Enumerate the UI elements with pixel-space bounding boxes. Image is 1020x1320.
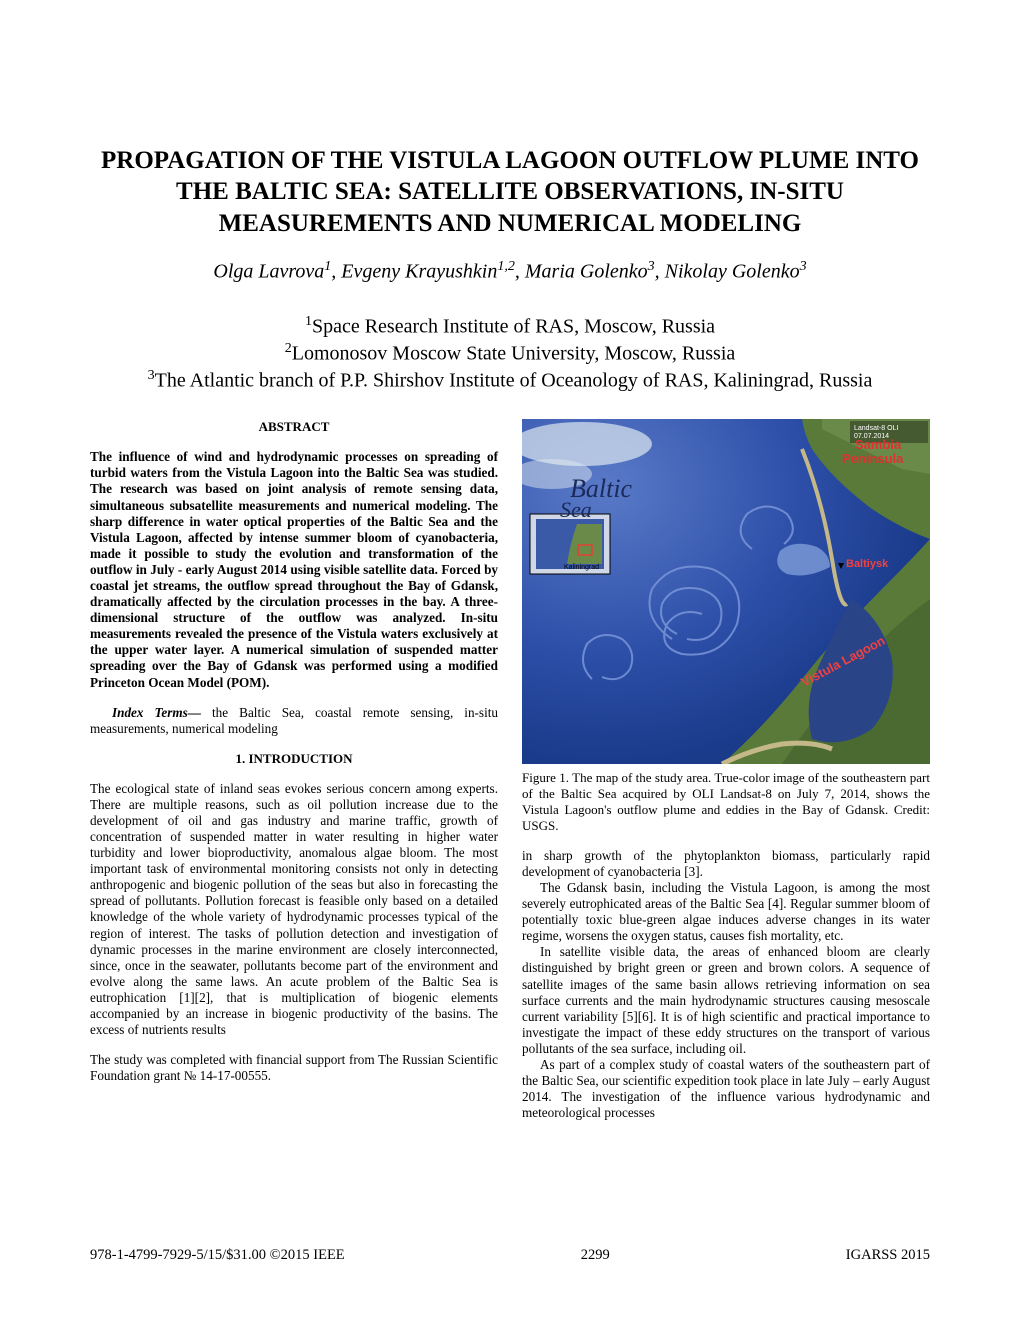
author-3: , Maria Golenko [515, 260, 648, 282]
svg-text:07.07.2014: 07.07.2014 [854, 433, 889, 440]
right-column: Baltic Sea Sambia Peninsula Baltiysk Vis… [522, 419, 930, 1121]
author-3-sup: 3 [648, 259, 655, 274]
aff-1-sup: 1 [305, 314, 312, 329]
aff-2-text: Lomonosov Moscow State University, Mosco… [292, 343, 736, 365]
svg-text:Baltiysk: Baltiysk [846, 558, 889, 570]
funding-note: The study was completed with financial s… [90, 1052, 498, 1084]
left-column: ABSTRACT The influence of wind and hydro… [90, 419, 498, 1121]
affiliations: 1Space Research Institute of RAS, Moscow… [90, 313, 930, 393]
svg-text:Kaliningrad: Kaliningrad [564, 564, 599, 571]
author-list: Olga Lavrova1, Evgeny Krayushkin1,2, Mar… [90, 259, 930, 284]
col2-para-1: in sharp growth of the phytoplankton bio… [522, 848, 930, 880]
col2-para-3: In satellite visible data, the areas of … [522, 944, 930, 1057]
paper-title: PROPAGATION OF THE VISTULA LAGOON OUTFLO… [90, 145, 930, 239]
svg-text:Landsat-8 OLI: Landsat-8 OLI [854, 425, 898, 432]
aff-2-sup: 2 [285, 341, 292, 356]
col2-para-4: As part of a complex study of coastal wa… [522, 1057, 930, 1121]
author-2: , Evgeny Krayushkin [331, 260, 497, 282]
figure-1-image: Baltic Sea Sambia Peninsula Baltiysk Vis… [522, 419, 930, 764]
section-1-heading: 1. INTRODUCTION [90, 751, 498, 767]
aff-3-text: The Atlantic branch of P.P. Shirshov Ins… [155, 369, 873, 391]
author-2-sup: 1,2 [497, 259, 515, 274]
footer-page-number: 2299 [581, 1247, 610, 1264]
author-4: , Nikolay Golenko [655, 260, 800, 282]
two-column-body: ABSTRACT The influence of wind and hydro… [90, 419, 930, 1121]
abstract-text: The influence of wind and hydrodynamic p… [90, 449, 498, 690]
figure-1-caption: Figure 1. The map of the study area. Tru… [522, 770, 930, 833]
author-4-sup: 3 [800, 259, 807, 274]
author-1: Olga Lavrova [213, 260, 324, 282]
index-terms-label: Index Terms— [112, 705, 212, 720]
col2-para-2: The Gdansk basin, including the Vistula … [522, 880, 930, 944]
svg-text:Sea: Sea [560, 497, 592, 522]
abstract-heading: ABSTRACT [90, 419, 498, 435]
svg-text:Peninsula: Peninsula [842, 451, 904, 466]
intro-para-1: The ecological state of inland seas evok… [90, 781, 498, 1039]
satellite-map-svg: Baltic Sea Sambia Peninsula Baltiysk Vis… [522, 419, 930, 764]
footer-right: IGARSS 2015 [846, 1247, 930, 1264]
footer-left: 978-1-4799-7929-5/15/$31.00 ©2015 IEEE [90, 1247, 345, 1264]
index-terms: Index Terms— the Baltic Sea, coastal rem… [90, 705, 498, 737]
page-footer: 978-1-4799-7929-5/15/$31.00 ©2015 IEEE 2… [90, 1247, 930, 1264]
aff-1-text: Space Research Institute of RAS, Moscow,… [312, 316, 715, 338]
aff-3-sup: 3 [148, 368, 155, 383]
